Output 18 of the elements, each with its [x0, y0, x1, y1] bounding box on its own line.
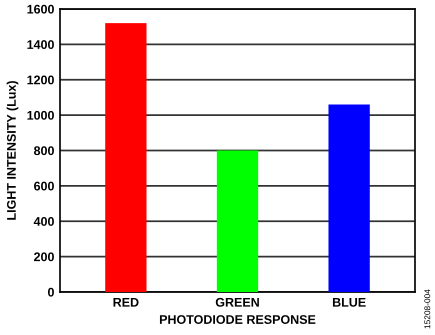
x-axis-title: PHOTODIODE RESPONSE — [160, 315, 316, 324]
bar — [105, 23, 147, 292]
y-tick-label: 1200 — [27, 76, 54, 84]
y-tick-label: 400 — [34, 217, 54, 226]
y-tick-label: 1600 — [27, 4, 54, 14]
y-axis-title: LIGHT INTENSITY (Lux) — [6, 81, 18, 220]
bar — [328, 104, 370, 292]
y-tick-label: 800 — [34, 146, 54, 156]
y-tick-label: 0 — [48, 288, 54, 297]
y-tick-label: 600 — [34, 182, 54, 191]
y-tick-label: 1400 — [27, 40, 54, 50]
x-tick-label: RED — [114, 298, 139, 307]
x-tick-label: BLUE — [332, 298, 366, 307]
y-tick-label: 1000 — [27, 110, 54, 120]
y-tick-label: 200 — [34, 252, 54, 262]
text: 15208-004 — [424, 289, 430, 328]
bar — [216, 150, 258, 292]
x-tick-label: GREEN — [216, 298, 259, 307]
